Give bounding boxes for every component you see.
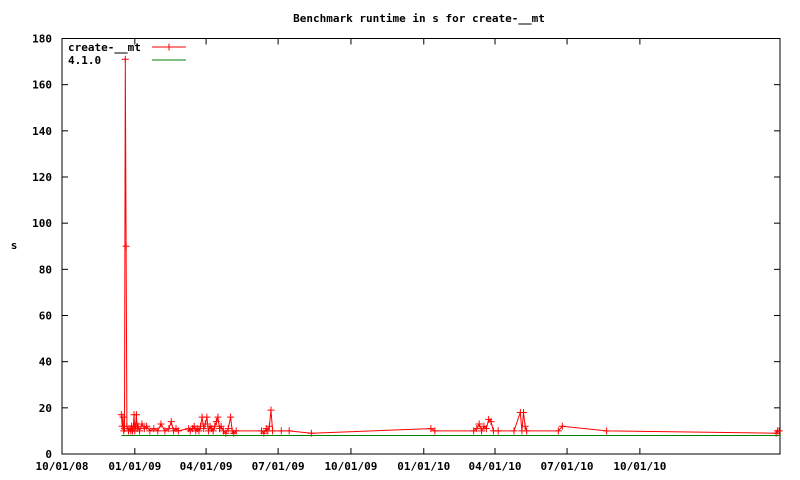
data-point: [558, 422, 566, 430]
data-point: [201, 420, 209, 428]
data-point: [427, 425, 435, 433]
plot-area-frame: [61, 38, 781, 455]
data-point: [265, 422, 273, 430]
data-point: [224, 425, 232, 433]
y-tick-label: 40: [39, 356, 52, 369]
axis-ticks: 0 20 40 60 80 100 120 140 160 180 10/01/08 01/01/09…: [32, 33, 780, 473]
data-point: [227, 413, 235, 421]
x-tick-label: 07/01/09: [252, 460, 305, 473]
data-point: [146, 427, 154, 435]
data-point: [494, 427, 502, 435]
x-tick-label: 10/01/10: [613, 460, 666, 473]
data-point: [212, 418, 220, 426]
y-tick-label: 60: [39, 310, 52, 323]
data-point: [482, 425, 490, 433]
data-point: [167, 418, 175, 426]
data-point: [121, 55, 129, 63]
x-tick-label: 07/01/10: [541, 460, 594, 473]
y-tick-label: 0: [45, 448, 52, 461]
data-point: [554, 427, 562, 435]
data-point: [523, 427, 531, 435]
x-tick-label: 10/01/08: [36, 460, 89, 473]
data-point: [285, 427, 293, 435]
y-tick-label: 20: [39, 402, 52, 415]
data-point: [217, 422, 225, 430]
data-point: [203, 413, 211, 421]
data-point: [277, 427, 285, 435]
data-point: [174, 427, 182, 435]
legend-label: create-__mt: [68, 41, 141, 54]
data-point: [269, 427, 277, 435]
data-point: [775, 427, 783, 435]
x-tick-label: 04/01/09: [180, 460, 233, 473]
data-point: [134, 422, 142, 430]
x-tick-label: 10/01/09: [324, 460, 377, 473]
data-point: [150, 425, 158, 433]
data-point: [520, 408, 528, 416]
data-point: [487, 418, 495, 426]
data-point: [119, 413, 127, 421]
data-point: [521, 422, 529, 430]
data-point: [267, 406, 275, 414]
data-point: [603, 427, 611, 435]
data-point: [478, 427, 486, 435]
y-tick-label: 140: [32, 125, 52, 138]
data-point: [232, 427, 240, 435]
y-tick-label: 100: [32, 217, 52, 230]
legend-label: 4.1.0: [68, 54, 101, 67]
data-point: [214, 413, 222, 421]
chart-title: Benchmark runtime in s for create-__mt: [293, 12, 545, 25]
data-point: [136, 427, 144, 435]
series-line: [120, 59, 780, 435]
x-tick-label: 01/01/09: [108, 460, 161, 473]
y-tick-label: 180: [32, 33, 52, 46]
data-point: [154, 427, 162, 435]
data-point: [211, 422, 219, 430]
x-tick-label: 04/01/10: [469, 460, 522, 473]
y-axis-label: s: [11, 239, 18, 252]
data-point: [161, 427, 169, 435]
data-point: [143, 422, 151, 430]
x-tick-label: 01/01/10: [397, 460, 450, 473]
data-point: [510, 427, 518, 435]
data-point: [138, 420, 146, 428]
data-point: [473, 425, 481, 433]
data-point: [431, 427, 439, 435]
legend: create-__mt4.1.0: [68, 41, 186, 67]
y-tick-label: 120: [32, 171, 52, 184]
data-point: [165, 425, 173, 433]
data-point: [122, 242, 130, 250]
data-point: [475, 420, 483, 428]
data-point: [209, 427, 217, 435]
series-layer: [117, 55, 783, 437]
y-tick-label: 80: [39, 263, 52, 276]
data-point: [157, 420, 165, 428]
data-point: [132, 411, 140, 419]
y-tick-label: 160: [32, 79, 52, 92]
data-point: [195, 427, 203, 435]
data-point: [200, 425, 208, 433]
